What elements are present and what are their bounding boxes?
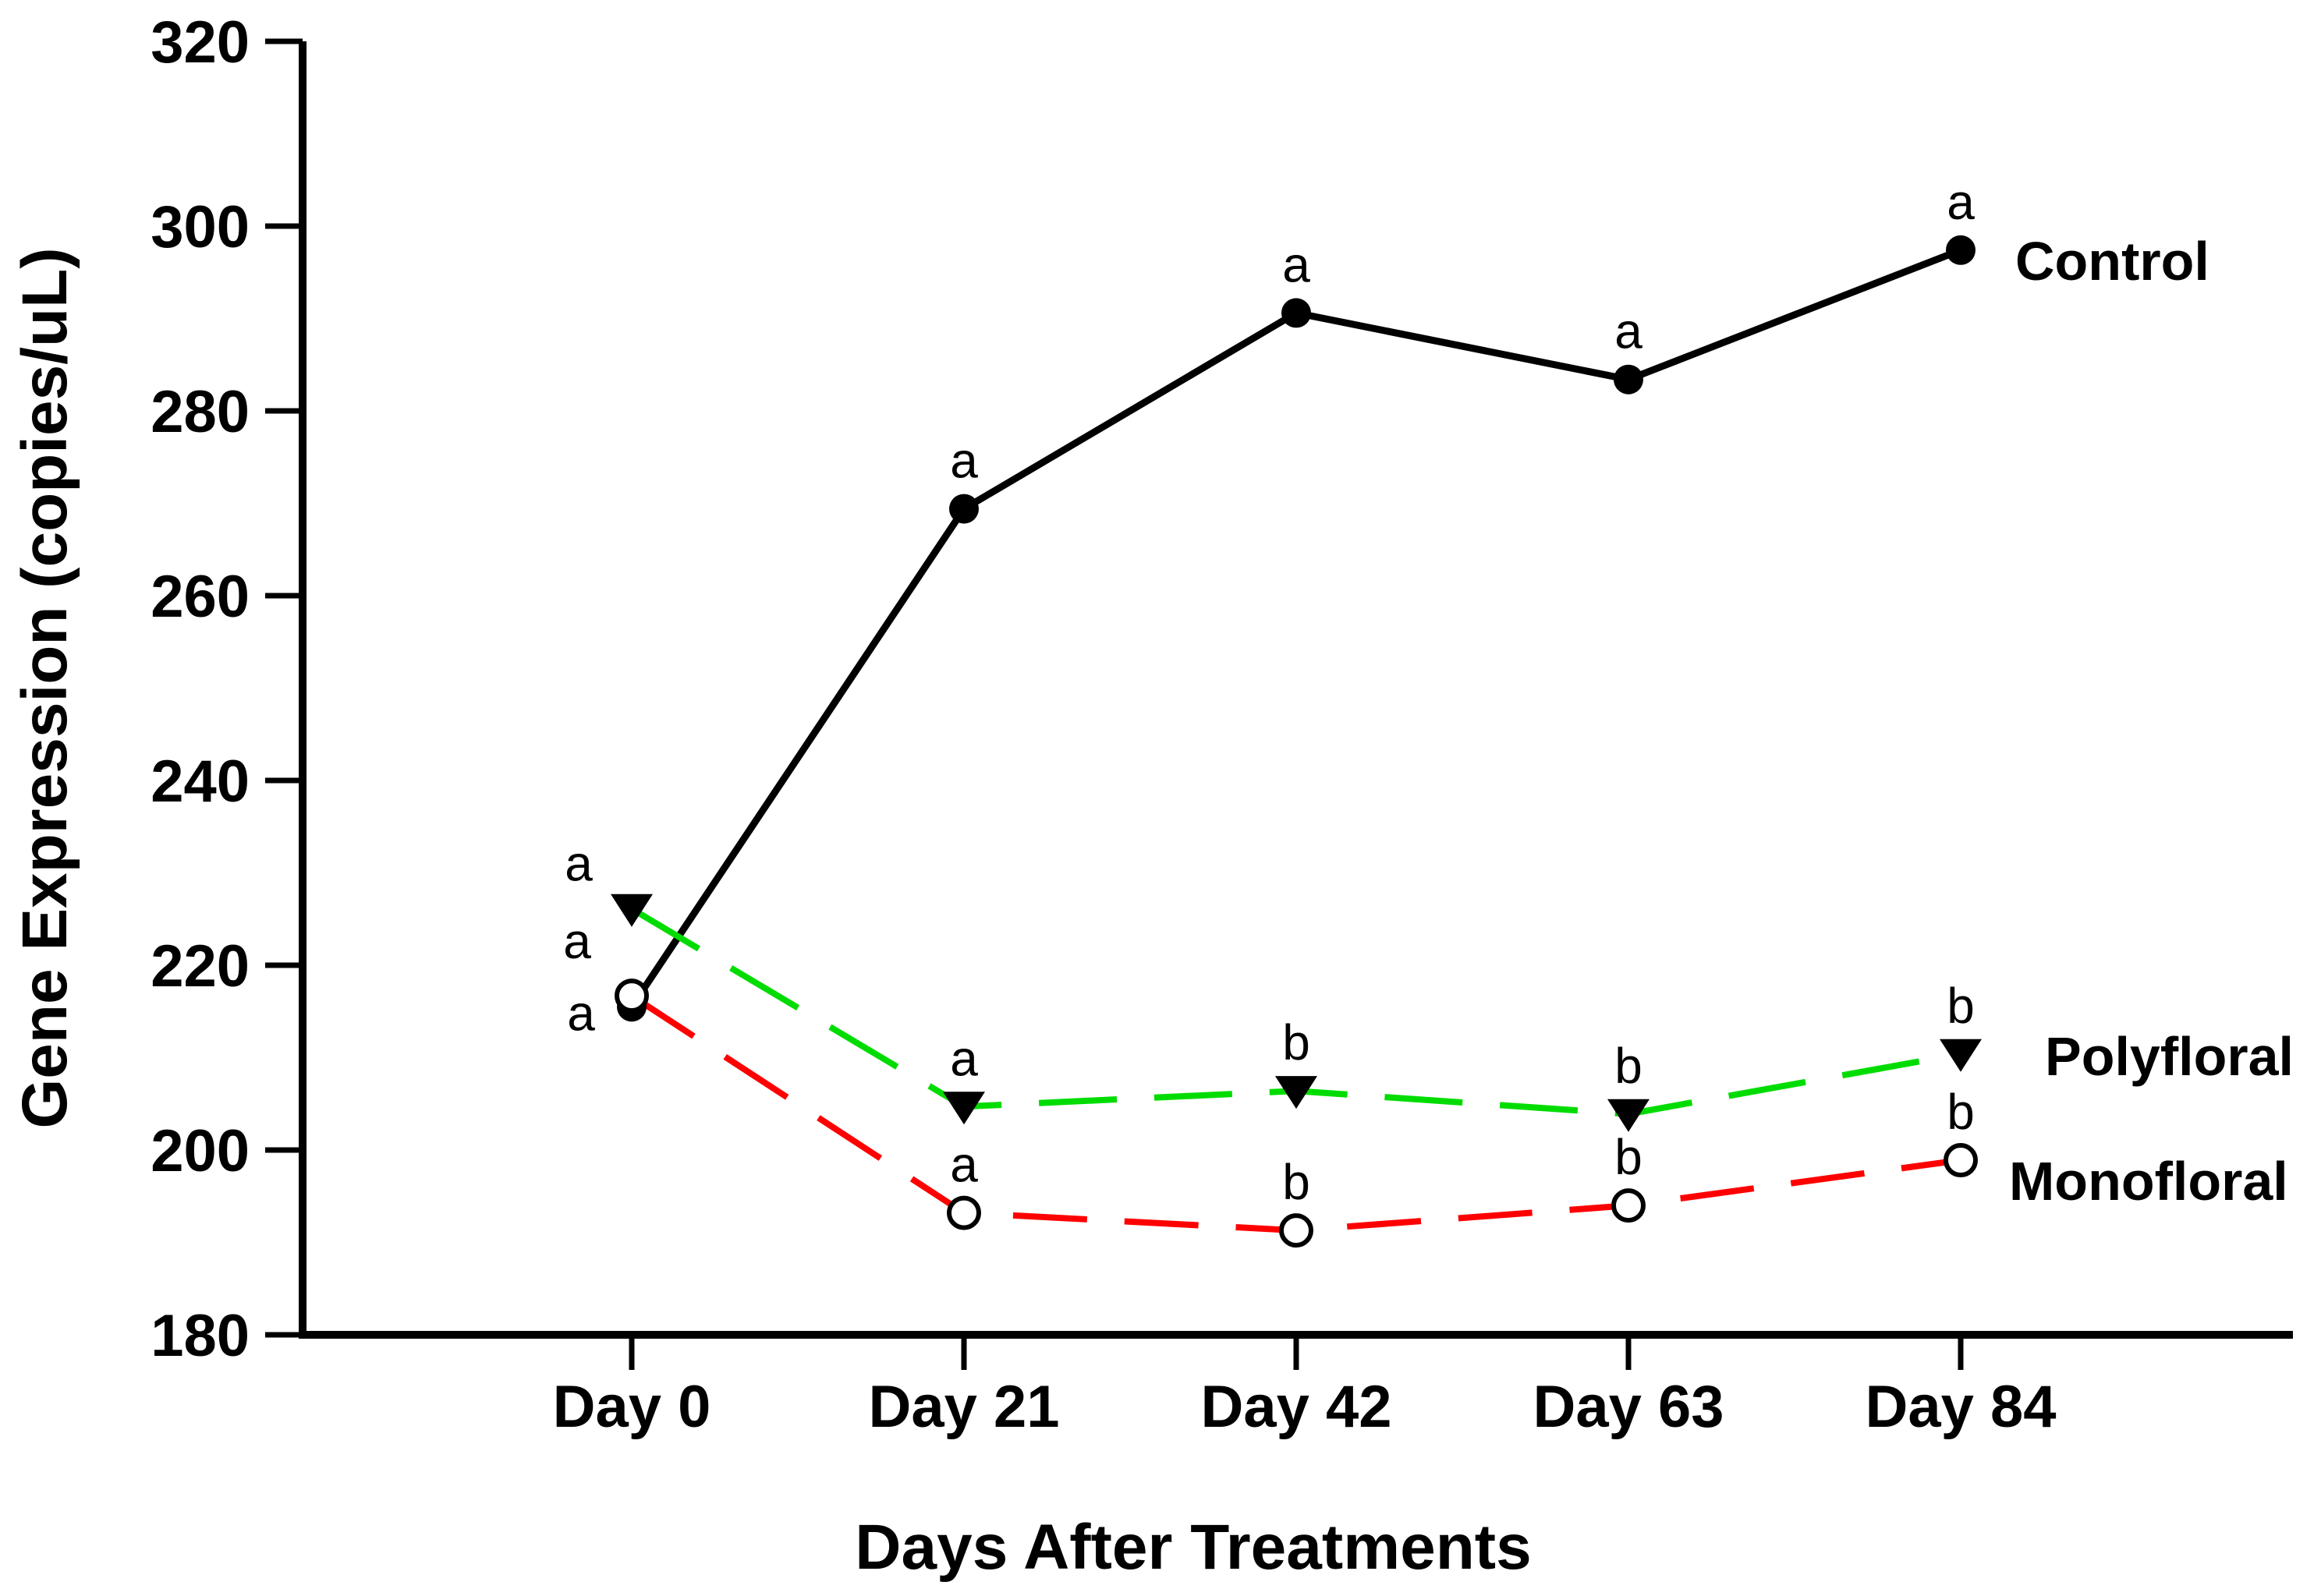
y-tick-label: 260: [151, 564, 250, 630]
significance-letter: a: [1947, 174, 1975, 230]
data-point-filled-circle: [1946, 235, 1976, 265]
series-label-polyfloral: Polyfloral: [2045, 1026, 2294, 1087]
significance-letter: a: [1614, 303, 1642, 359]
significance-letter: a: [950, 1137, 978, 1193]
y-tick-label: 320: [151, 9, 250, 76]
x-tick-label: Day 42: [1200, 1374, 1391, 1440]
series-line-control: [629, 246, 1962, 1009]
data-point-open-circle: [1611, 1188, 1646, 1223]
x-tick-label: Day 0: [553, 1374, 711, 1440]
significance-letter: b: [1614, 1038, 1642, 1094]
data-point-open-circle: [1944, 1143, 1978, 1178]
data-point-open-circle: [947, 1195, 981, 1230]
data-point-filled-circle: [1281, 298, 1311, 328]
data-point-filled-circle: [949, 494, 979, 524]
data-point-open-circle: [615, 978, 649, 1014]
y-tick-label: 300: [151, 194, 250, 260]
y-tick-label: 200: [151, 1118, 250, 1184]
data-point-triangle-down: [1607, 1099, 1650, 1132]
significance-letter: a: [950, 1030, 978, 1086]
x-tick-label: Day 21: [868, 1374, 1059, 1440]
data-point-triangle-down: [1275, 1076, 1317, 1109]
x-axis-title: Days After Treatments: [855, 1512, 1531, 1583]
significance-letter: b: [1282, 1154, 1310, 1210]
y-axis-title: Gene Expression (copies/uL): [9, 247, 80, 1128]
y-tick-label: 240: [151, 748, 250, 815]
series-label-monofloral: Monofloral: [2009, 1151, 2288, 1212]
significance-letter: a: [1282, 236, 1310, 292]
data-point-filled-circle: [1614, 364, 1643, 395]
significance-letter: a: [563, 913, 591, 969]
y-tick-label: 180: [151, 1303, 250, 1369]
y-tick-label: 220: [151, 933, 250, 1000]
x-tick-label: Day 84: [1865, 1374, 2056, 1440]
significance-letter: b: [1947, 1084, 1975, 1140]
data-point-triangle-down: [943, 1092, 985, 1125]
significance-letter: a: [567, 985, 595, 1041]
significance-letter: a: [950, 433, 978, 489]
significance-letter: b: [1614, 1129, 1642, 1185]
series-label-control: Control: [2015, 231, 2209, 292]
y-tick-label: 280: [151, 379, 250, 445]
data-point-triangle-down: [1940, 1039, 1982, 1072]
significance-letter: b: [1282, 1014, 1310, 1070]
significance-letter: b: [1947, 978, 1975, 1034]
x-tick-label: Day 63: [1533, 1374, 1724, 1440]
data-point-open-circle: [1279, 1213, 1313, 1248]
significance-letter: a: [565, 836, 593, 892]
data-point-triangle-down: [611, 894, 653, 927]
